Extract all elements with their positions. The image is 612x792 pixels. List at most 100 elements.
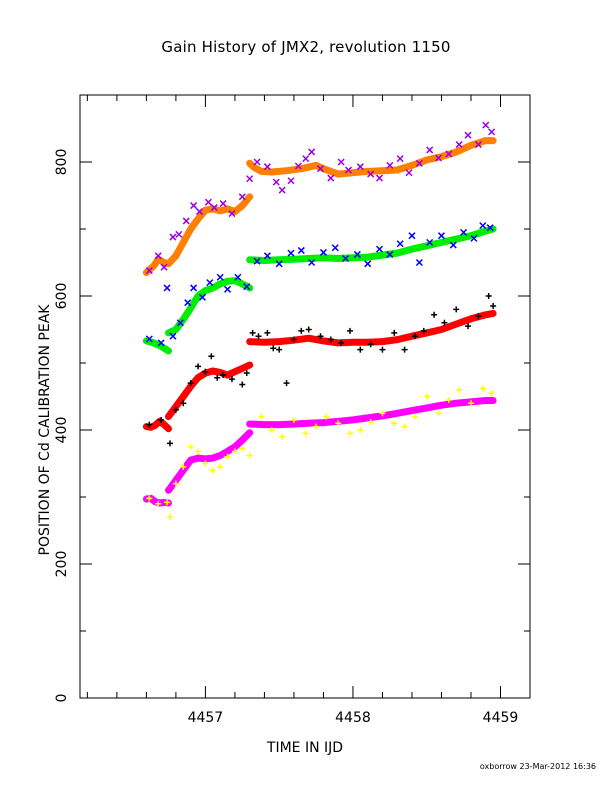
x-tick-label: 4459	[483, 710, 519, 726]
data-point	[234, 273, 242, 281]
data-point	[396, 240, 404, 248]
data-point	[379, 346, 386, 353]
data-point	[408, 232, 416, 240]
fit-line	[165, 361, 254, 421]
fit-line	[246, 397, 497, 429]
data-point	[319, 248, 327, 256]
data-point	[347, 327, 353, 334]
data-point	[169, 233, 177, 241]
data-point	[253, 158, 261, 166]
data-point	[423, 393, 430, 400]
data-point	[180, 400, 187, 407]
series-2	[145, 121, 496, 275]
data-point	[220, 372, 227, 379]
series-10	[146, 293, 497, 447]
data-point	[272, 178, 280, 186]
data-point	[258, 413, 265, 420]
data-point	[302, 430, 309, 437]
data-point	[356, 163, 364, 171]
data-point	[460, 228, 468, 236]
data-point	[375, 174, 384, 182]
data-point	[411, 333, 418, 340]
data-point	[231, 448, 238, 455]
series-1	[246, 137, 497, 178]
data-point	[297, 246, 305, 254]
data-point	[401, 346, 408, 353]
x-tick-label: 4458	[335, 710, 371, 726]
data-point	[155, 500, 162, 507]
data-point	[337, 158, 345, 166]
data-point	[342, 254, 350, 263]
y-tick-label: 800	[54, 149, 70, 176]
data-point	[486, 224, 494, 232]
data-point	[344, 166, 353, 174]
data-point	[187, 380, 194, 387]
data-point	[465, 323, 472, 330]
data-point	[172, 480, 179, 487]
data-point	[263, 163, 271, 171]
data-point	[167, 514, 173, 521]
data-point	[283, 380, 290, 387]
fit-line	[246, 309, 497, 347]
data-point	[470, 234, 478, 242]
data-point	[445, 396, 452, 403]
data-point	[238, 193, 246, 201]
series-layer	[142, 121, 497, 521]
data-point	[482, 121, 490, 129]
data-point	[456, 386, 463, 393]
data-point	[167, 440, 173, 447]
series-3	[142, 337, 172, 355]
data-point	[228, 376, 235, 383]
y-tick-label: 0	[54, 694, 70, 703]
footer-credit: oxborrow 23-Mar-2012 16:36	[479, 762, 596, 771]
axis-layer: 0 200 400 600 800 4457 4458 4459	[54, 94, 531, 726]
data-point	[357, 346, 364, 353]
data-point	[347, 430, 353, 437]
data-point	[441, 319, 448, 326]
data-point	[426, 146, 434, 154]
data-point	[195, 363, 202, 370]
data-point	[437, 232, 446, 240]
data-point	[405, 169, 413, 177]
data-point	[435, 410, 442, 417]
data-point	[287, 177, 295, 185]
data-point	[275, 260, 283, 268]
data-point	[154, 252, 162, 260]
data-point	[264, 329, 271, 336]
data-point	[198, 293, 206, 301]
data-point	[270, 345, 277, 352]
data-point	[375, 245, 384, 253]
data-point	[364, 260, 372, 268]
data-point	[145, 335, 153, 343]
data-point	[290, 336, 297, 343]
data-point	[431, 311, 438, 318]
data-point	[208, 353, 215, 360]
fit-line	[142, 193, 254, 276]
data-point	[464, 131, 472, 139]
data-point	[305, 326, 312, 333]
data-point	[396, 155, 404, 163]
data-point	[479, 385, 486, 392]
plot-frame	[79, 94, 531, 699]
data-point	[420, 327, 427, 334]
data-point	[172, 406, 179, 413]
data-point	[209, 467, 216, 474]
data-point	[445, 150, 453, 158]
data-point	[327, 336, 334, 343]
data-point	[268, 427, 275, 433]
data-point	[331, 244, 339, 252]
data-point	[391, 420, 398, 427]
data-point	[467, 400, 474, 407]
data-point	[164, 499, 171, 506]
data-point	[239, 381, 246, 388]
series-5	[246, 225, 497, 264]
series-12	[165, 429, 254, 494]
data-point	[175, 230, 183, 238]
data-point	[434, 154, 443, 162]
data-point	[279, 433, 286, 440]
y-tick-label: 600	[54, 283, 70, 310]
data-point	[323, 413, 330, 420]
data-point	[357, 427, 364, 433]
data-point	[316, 165, 325, 173]
